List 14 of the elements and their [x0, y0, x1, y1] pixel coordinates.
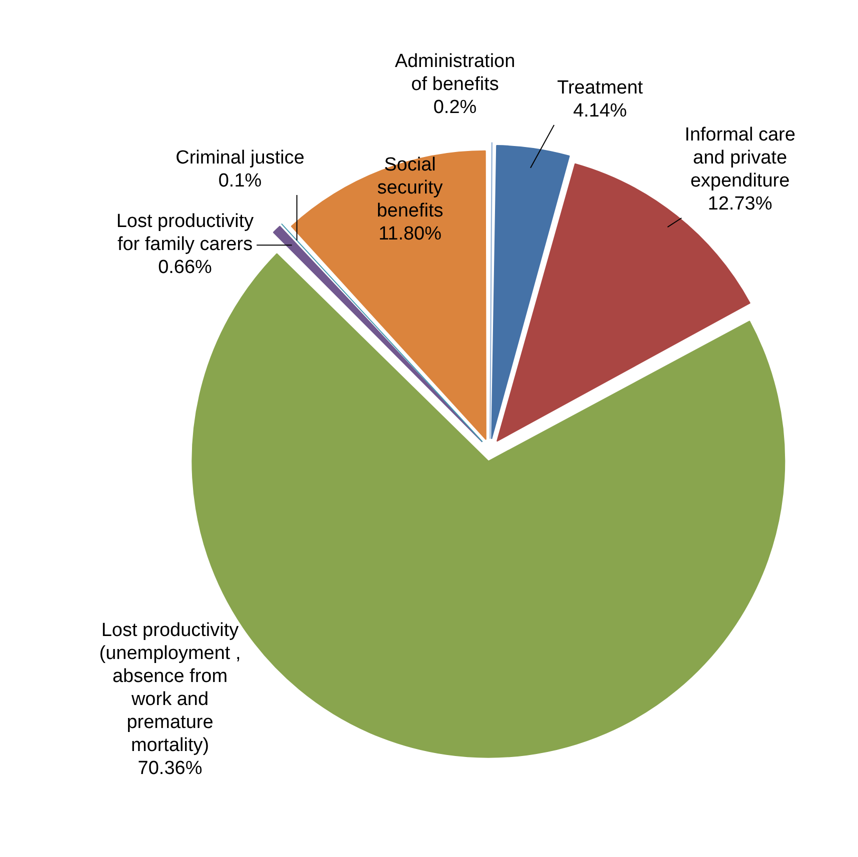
data-label: 0.2%	[433, 97, 477, 118]
data-label: 0.1%	[218, 170, 262, 192]
slice-label: Administration of benefits	[394, 51, 516, 96]
slice-label: Social security benefits	[376, 154, 444, 222]
data-label: 70.36%	[138, 758, 202, 780]
slice-label: Informal care and private expenditure	[684, 124, 796, 192]
slice-label: Lost productivity (unemployment , absence from work and premature mortality)	[99, 620, 241, 756]
data-label: 12.73%	[708, 194, 772, 215]
data-label: 11.80%	[378, 224, 442, 245]
slice-label: Lost productivity for family carers	[116, 211, 254, 256]
data-label: 4.14%	[573, 100, 628, 122]
slice-label: Criminal justice	[176, 148, 304, 169]
data-label: 0.66%	[158, 257, 212, 278]
slice-label: Treatment	[557, 78, 644, 99]
